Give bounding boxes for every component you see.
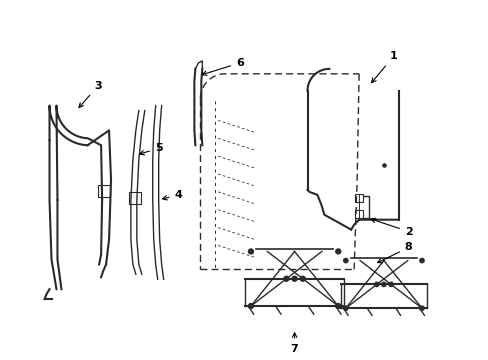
Bar: [98, 185, 110, 197]
Text: 6: 6: [202, 58, 244, 76]
Circle shape: [248, 249, 253, 254]
Bar: [354, 194, 362, 202]
Circle shape: [335, 249, 340, 254]
Circle shape: [388, 282, 392, 287]
Circle shape: [284, 276, 288, 281]
Circle shape: [343, 258, 347, 263]
Circle shape: [419, 306, 423, 310]
Text: 7: 7: [290, 333, 298, 354]
Bar: [354, 210, 362, 218]
Text: 8: 8: [377, 243, 412, 263]
Circle shape: [335, 303, 340, 309]
Bar: [129, 192, 141, 204]
Circle shape: [374, 282, 378, 287]
Text: 3: 3: [79, 81, 102, 108]
Circle shape: [291, 276, 296, 281]
Text: 1: 1: [371, 51, 397, 83]
Circle shape: [343, 306, 347, 310]
Circle shape: [381, 282, 385, 287]
Text: 4: 4: [162, 190, 182, 200]
Circle shape: [419, 258, 423, 263]
Text: 2: 2: [370, 218, 412, 237]
Circle shape: [300, 276, 305, 281]
Circle shape: [248, 303, 253, 309]
Text: 5: 5: [140, 143, 162, 155]
